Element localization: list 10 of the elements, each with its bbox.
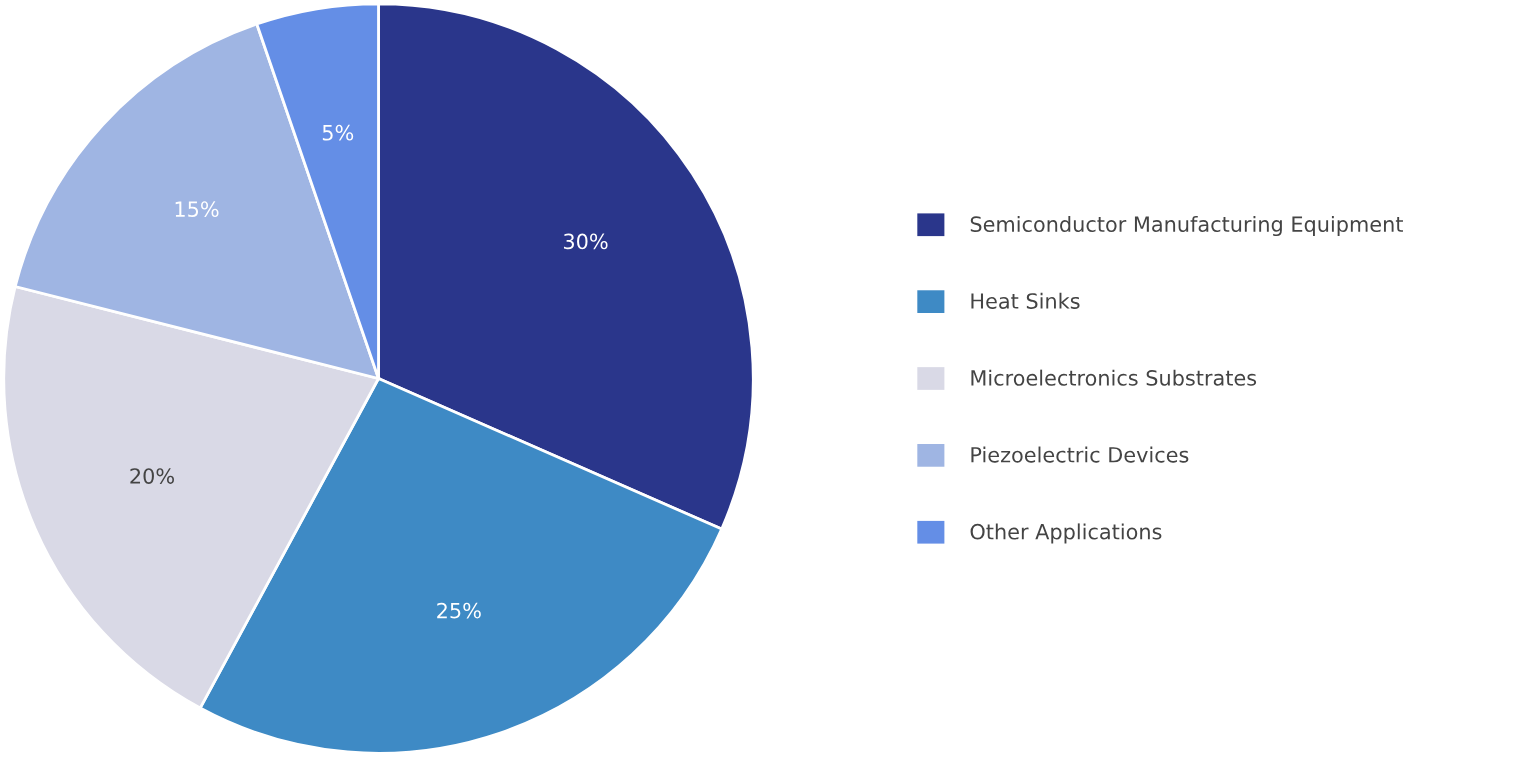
legend-label: Other Applications — [970, 523, 1162, 544]
data-label: 25% — [437, 602, 481, 619]
legend-label: Heat Sinks — [971, 292, 1080, 309]
data-label: 15% — [175, 201, 219, 218]
legend-label: Semiconductor Manufacturing Equipment — [970, 215, 1403, 237]
legend-label: Microelectronics Substrates — [971, 369, 1257, 386]
data-label: 20% — [130, 468, 174, 484]
data-label: 30% — [564, 233, 608, 250]
legend-label: Piezoelectric Devices — [971, 446, 1189, 463]
data-label: 5% — [322, 124, 354, 141]
